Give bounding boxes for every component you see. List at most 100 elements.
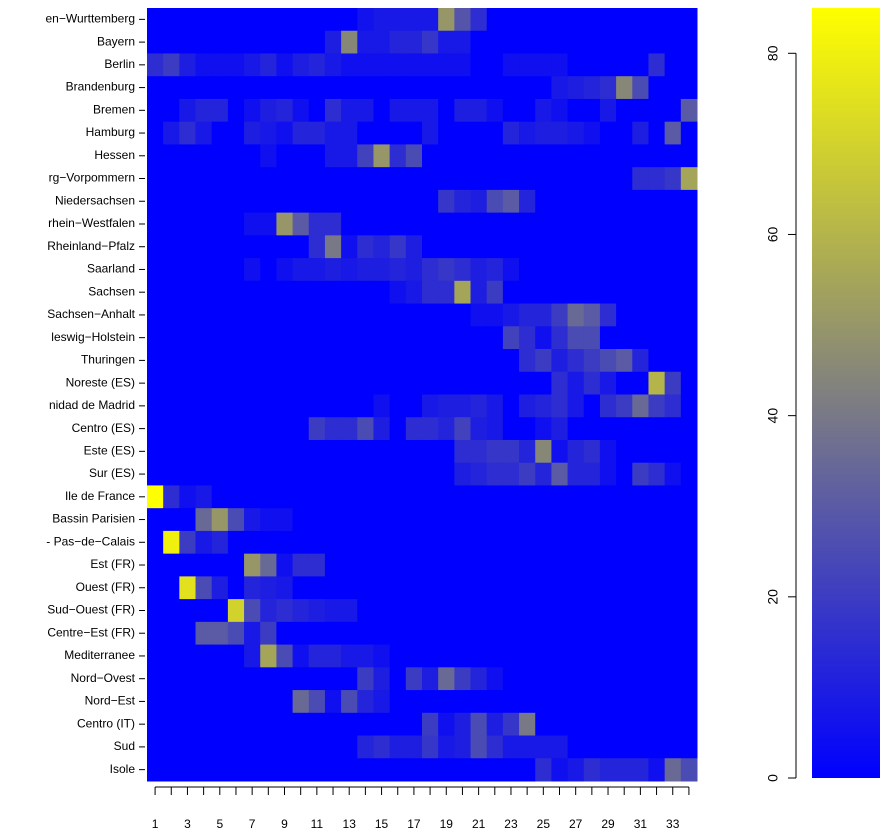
heatmap-cell	[519, 212, 536, 236]
heatmap-cell	[599, 30, 617, 54]
heatmap-cell	[567, 144, 585, 168]
heatmap-cell	[405, 758, 423, 782]
heatmap-cell	[179, 121, 197, 145]
heatmap-cell	[276, 621, 294, 646]
heatmap-cell	[292, 553, 310, 577]
heatmap-cell	[260, 121, 277, 145]
heatmap-cell	[341, 439, 358, 464]
heatmap-cell	[389, 644, 407, 668]
heatmap-cell	[680, 462, 698, 486]
heatmap-cell	[260, 144, 277, 168]
heatmap-cell	[308, 8, 326, 32]
heatmap-cell	[616, 553, 633, 577]
heatmap-cell	[664, 621, 682, 646]
heatmap-cell	[308, 599, 326, 623]
heatmap-cell	[389, 576, 407, 600]
heatmap-cell	[308, 530, 326, 555]
heatmap-cell	[308, 303, 326, 327]
heatmap-cell	[519, 690, 536, 714]
heatmap-cell	[389, 258, 407, 282]
heatmap-cell	[244, 758, 261, 782]
row-label: Bremen	[93, 102, 135, 116]
heatmap-cell	[260, 417, 277, 441]
heatmap-cell	[486, 576, 504, 600]
heatmap-cell	[664, 758, 682, 782]
heatmap-cell	[438, 76, 455, 100]
heatmap-cell	[599, 417, 617, 441]
heatmap-cell	[422, 621, 439, 646]
heatmap-cell	[389, 690, 407, 714]
heatmap-cell	[486, 303, 504, 327]
heatmap-cell	[502, 485, 520, 509]
heatmap-cell	[454, 712, 472, 737]
heatmap-cell	[583, 690, 601, 714]
heatmap-cell	[599, 530, 617, 555]
heatmap-cell	[324, 644, 342, 668]
heatmap-cell	[308, 98, 326, 123]
heatmap-cell	[324, 394, 342, 418]
heatmap-cell	[405, 371, 423, 395]
heatmap-cell	[357, 212, 374, 236]
column-label: 31	[634, 817, 648, 831]
heatmap-cell	[502, 576, 520, 600]
heatmap-cell	[632, 212, 649, 236]
heatmap-cell	[535, 644, 552, 668]
heatmap-cell	[438, 121, 455, 145]
heatmap-cell	[454, 189, 472, 214]
heatmap-cell	[357, 667, 374, 691]
heatmap-cell	[276, 144, 294, 168]
heatmap-cell	[632, 144, 649, 168]
heatmap-cell	[519, 712, 536, 737]
heatmap-cell	[438, 599, 455, 623]
heatmap-cell	[502, 235, 520, 259]
heatmap-cell	[664, 553, 682, 577]
heatmap-cell	[244, 8, 261, 32]
heatmap-cell	[616, 121, 633, 145]
heatmap-cell	[373, 371, 391, 395]
heatmap-cell	[519, 121, 536, 145]
heatmap-cell	[486, 8, 504, 32]
heatmap-cell	[163, 599, 180, 623]
heatmap-cell	[599, 303, 617, 327]
heatmap-cell	[324, 280, 342, 305]
heatmap-cell	[244, 144, 261, 168]
heatmap-cell	[502, 144, 520, 168]
heatmap-cell	[567, 417, 585, 441]
heatmap-cell	[292, 644, 310, 668]
heatmap-cell	[502, 599, 520, 623]
heatmap-cell	[567, 258, 585, 282]
heatmap-cell	[244, 417, 261, 441]
heatmap-cell	[373, 599, 391, 623]
heatmap-cell	[260, 189, 277, 214]
heatmap-cell	[438, 758, 455, 782]
heatmap-cell	[179, 258, 197, 282]
heatmap-cell	[389, 667, 407, 691]
heatmap-cell	[357, 530, 374, 555]
heatmap-cell	[519, 462, 536, 486]
heatmap-cell	[519, 76, 536, 100]
heatmap-cell	[308, 53, 326, 77]
heatmap-cell	[470, 371, 488, 395]
heatmap-cell	[664, 53, 682, 77]
heatmap-cell	[244, 167, 261, 191]
heatmap-cell	[470, 212, 488, 236]
heatmap-cell	[405, 599, 423, 623]
heatmap-cell	[632, 690, 649, 714]
heatmap-cell	[324, 326, 342, 350]
heatmap-cell	[357, 758, 374, 782]
heatmap-cell	[389, 530, 407, 555]
heatmap-cell	[292, 462, 310, 486]
heatmap-cell	[341, 349, 358, 373]
heatmap-cell	[227, 144, 245, 168]
colorbar-tick-label: 60	[765, 226, 781, 242]
heatmap-cell	[567, 439, 585, 464]
heatmap-cell	[632, 530, 649, 555]
heatmap-cell	[486, 644, 504, 668]
heatmap-cell	[599, 758, 617, 782]
heatmap-cell	[567, 485, 585, 509]
heatmap-cell	[211, 212, 229, 236]
heatmap-cell	[276, 326, 294, 350]
heatmap-cell	[195, 417, 213, 441]
heatmap-cell	[470, 485, 488, 509]
heatmap-cell	[632, 280, 649, 305]
